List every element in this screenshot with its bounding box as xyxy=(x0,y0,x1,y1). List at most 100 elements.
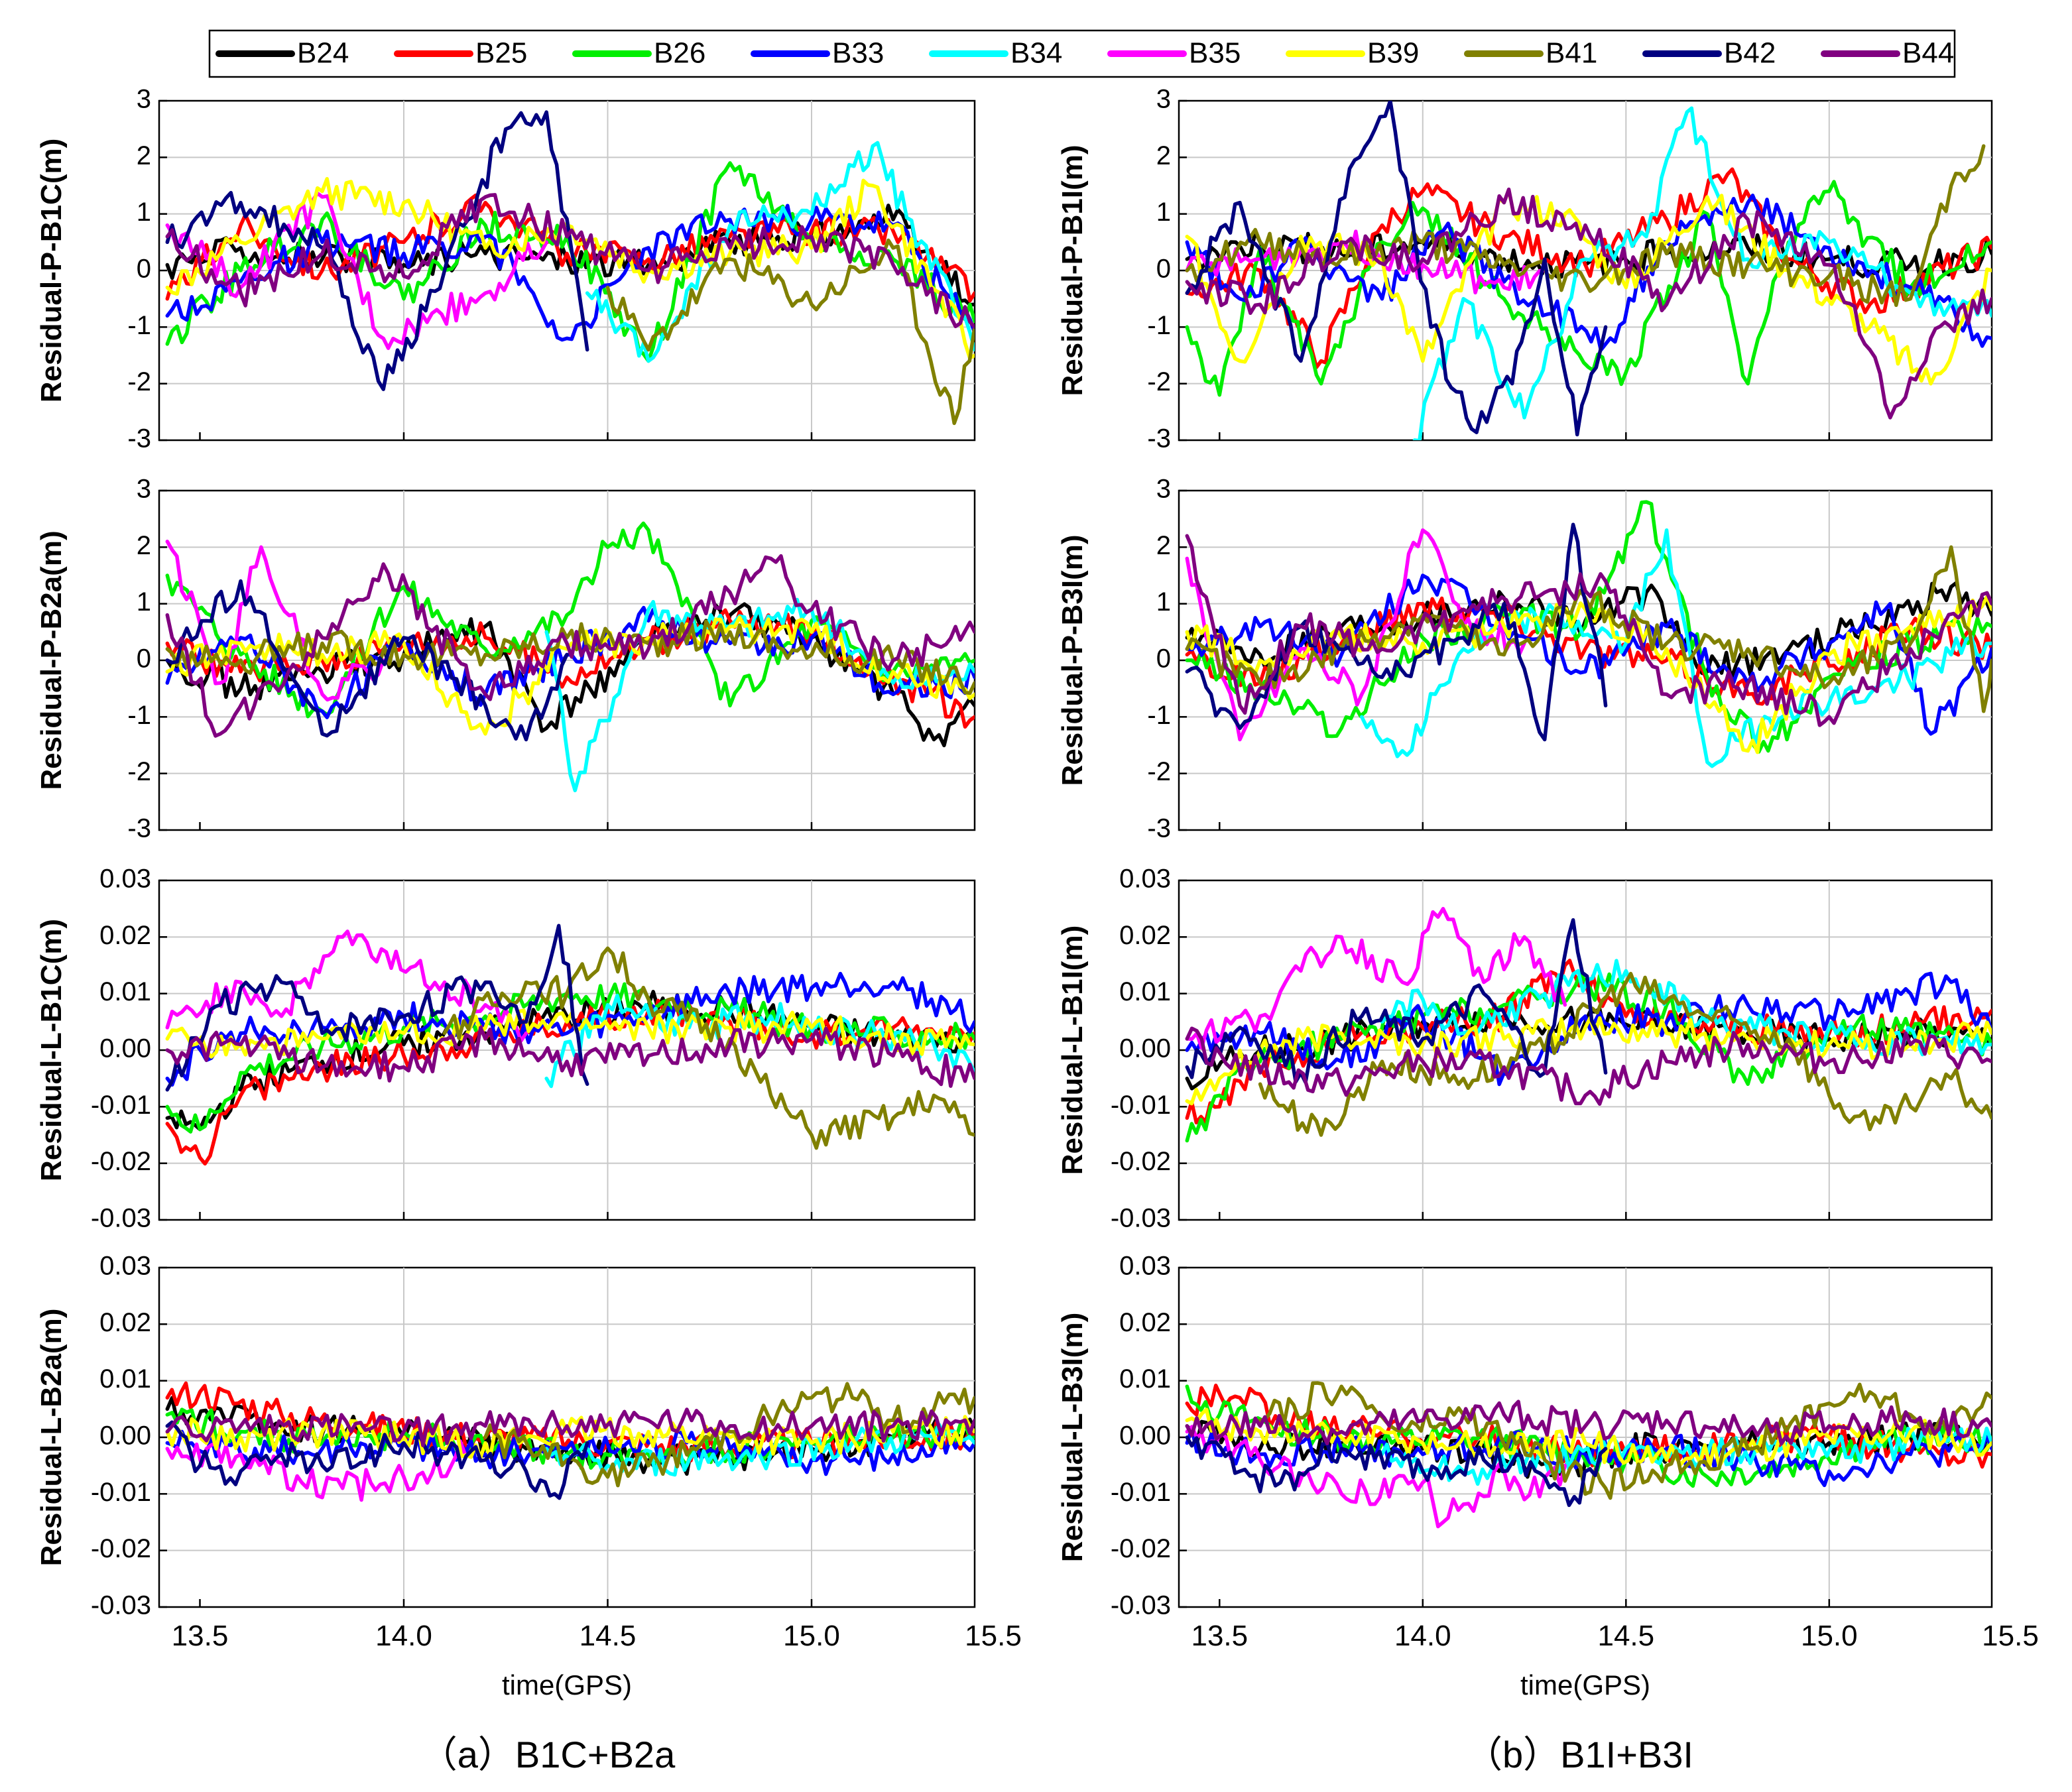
series-line-b39 xyxy=(165,176,975,361)
series-line-b35 xyxy=(165,540,385,702)
series-group-b1 xyxy=(1185,101,1992,440)
y-tick-label: -3 xyxy=(1147,814,1171,843)
y-tick-label: -0.03 xyxy=(91,1204,151,1233)
series-line-b42 xyxy=(1185,1435,1608,1508)
y-tick-label: -1 xyxy=(1147,701,1171,730)
y-tick-label: 0.03 xyxy=(1119,1252,1171,1281)
panel-b1: 3 2 1 0 -1 -2 -3 Residual-P-B1I(m) xyxy=(1056,85,1993,453)
series-line-b44 xyxy=(1185,187,1992,420)
x-tick-label: 13.5 xyxy=(172,1620,229,1652)
y-axis-title-b4: Residual-L-B3I(m) xyxy=(1056,1313,1089,1562)
series-line-b41 xyxy=(442,946,975,1150)
series-line-b44 xyxy=(1185,1026,1992,1106)
y-tick-label: -1 xyxy=(127,311,151,340)
legend-label-b42: B42 xyxy=(1724,37,1776,70)
legend-label-b25: B25 xyxy=(475,37,527,70)
series-line-b42 xyxy=(1185,522,1608,742)
y-tick-label: 3 xyxy=(137,85,151,114)
y-tick-label: 0.02 xyxy=(1119,921,1171,950)
series-group-b2 xyxy=(1185,500,1992,768)
x-axis-title-a4: time(GPS) xyxy=(502,1669,632,1701)
x-tick-label: 13.5 xyxy=(1191,1620,1248,1652)
y-tick-label: -3 xyxy=(127,424,151,453)
y-axis-title-a3: Residual-L-B1C(m) xyxy=(35,919,68,1181)
series-line-b41 xyxy=(1185,545,1992,713)
y-tick-label: -1 xyxy=(127,701,151,730)
series-line-b44 xyxy=(1185,1400,1992,1446)
series-group-a3 xyxy=(165,924,975,1166)
y-axis-title-a2: Residual-P-B2a(m) xyxy=(35,530,68,790)
panel-a3: 0.03 0.02 0.01 0.00 -0.01 -0.02 -0.03 Residual-… xyxy=(35,865,976,1233)
y-tick-label: 0.00 xyxy=(99,1034,151,1063)
y-tick-label: -2 xyxy=(127,367,151,396)
legend-label-b34: B34 xyxy=(1010,37,1062,70)
y-tick-label: -1 xyxy=(1147,311,1171,340)
x-tick-label: 15.0 xyxy=(783,1620,840,1652)
y-tick-label: 0 xyxy=(1156,644,1171,674)
series-line-b34 xyxy=(585,141,975,363)
series-line-b42 xyxy=(1185,101,1608,437)
y-tick-label: 0.00 xyxy=(1119,1034,1171,1063)
y-tick-label: -0.02 xyxy=(91,1147,151,1176)
y-tick-label: 1 xyxy=(137,198,151,227)
y-axis-title-a4: Residual-L-B2a(m) xyxy=(35,1309,68,1567)
y-tick-label: -3 xyxy=(1147,424,1171,453)
x-tick-label: 15.5 xyxy=(965,1620,1022,1652)
y-tick-label: 2 xyxy=(1156,531,1171,560)
y-tick-label: -0.02 xyxy=(1111,1534,1171,1563)
series-line-b34 xyxy=(544,597,975,793)
y-axis-title-b3: Residual-L-B1I(m) xyxy=(1056,926,1089,1175)
series-line-b34 xyxy=(1360,528,1992,768)
y-tick-label: -0.03 xyxy=(1111,1204,1171,1233)
x-tick-label: 14.0 xyxy=(375,1620,432,1652)
y-tick-label: 0.03 xyxy=(1119,865,1171,894)
series-line-b39 xyxy=(165,615,975,736)
y-axis-title-a1: Residual-P-B1C(m) xyxy=(35,139,68,403)
series-line-b26 xyxy=(1185,180,1992,397)
y-tick-label: -0.01 xyxy=(1111,1478,1171,1507)
series-line-b26 xyxy=(1185,1384,1992,1488)
y-tick-label: -2 xyxy=(127,757,151,786)
y-tick-label: 0 xyxy=(137,644,151,674)
y-tick-label: 2 xyxy=(1156,141,1171,170)
y-tick-label: 0 xyxy=(1156,255,1171,284)
panel-a4: 0.03 0.02 0.01 0.00 -0.01 -0.02 -0.03 13.5 14.0 1… xyxy=(35,1252,1022,1701)
x-tick-label: 14.5 xyxy=(579,1620,637,1652)
legend-label-b33: B33 xyxy=(832,37,884,70)
series-line-b35 xyxy=(1185,906,1567,1050)
caption-right: （b）B1I+B3I xyxy=(1465,1734,1693,1775)
y-tick-label: 0.02 xyxy=(1119,1308,1171,1337)
y-tick-label: 3 xyxy=(137,475,151,504)
series-group-b3 xyxy=(1185,906,1992,1143)
panel-b4: 0.03 0.02 0.01 0.00 -0.01 -0.02 -0.03 13.5 14.0 1… xyxy=(1056,1252,2039,1701)
y-tick-label: -0.03 xyxy=(1111,1591,1171,1620)
y-tick-label: -0.03 xyxy=(91,1591,151,1620)
y-tick-label: -0.01 xyxy=(91,1091,151,1120)
y-axis-title-b1: Residual-P-B1I(m) xyxy=(1056,145,1089,396)
series-group-a2 xyxy=(165,521,975,793)
x-tick-label: 14.0 xyxy=(1394,1620,1451,1652)
legend-label-b39: B39 xyxy=(1367,37,1419,70)
series-line-b44 xyxy=(165,1407,975,1447)
legend-label-b41: B41 xyxy=(1546,37,1597,70)
series-line-b34 xyxy=(1412,106,1992,440)
y-tick-label: -0.01 xyxy=(1111,1091,1171,1120)
y-tick-label: 1 xyxy=(1156,587,1171,617)
series-line-b35 xyxy=(165,191,548,350)
y-tick-label: 0.03 xyxy=(99,1252,151,1281)
x-axis-title-b4: time(GPS) xyxy=(1520,1669,1650,1701)
legend-label-b35: B35 xyxy=(1189,37,1241,70)
y-tick-label: 1 xyxy=(137,587,151,617)
x-tick-label: 15.0 xyxy=(1801,1620,1858,1652)
legend-label-b44: B44 xyxy=(1902,37,1954,70)
legend: B24 B25 B26 B33 B34 B35 B39 B41 B42 B44 xyxy=(208,29,1956,78)
legend-label-b26: B26 xyxy=(654,37,705,70)
series-group-a4 xyxy=(165,1381,975,1502)
series-line-b42 xyxy=(165,1420,589,1500)
y-axis-title-b2: Residual-P-B3I(m) xyxy=(1056,535,1089,786)
y-tick-label: 0.01 xyxy=(99,977,151,1006)
series-line-b44 xyxy=(165,193,975,329)
series-line-b42 xyxy=(1185,918,1608,1085)
series-line-b41 xyxy=(605,238,975,426)
